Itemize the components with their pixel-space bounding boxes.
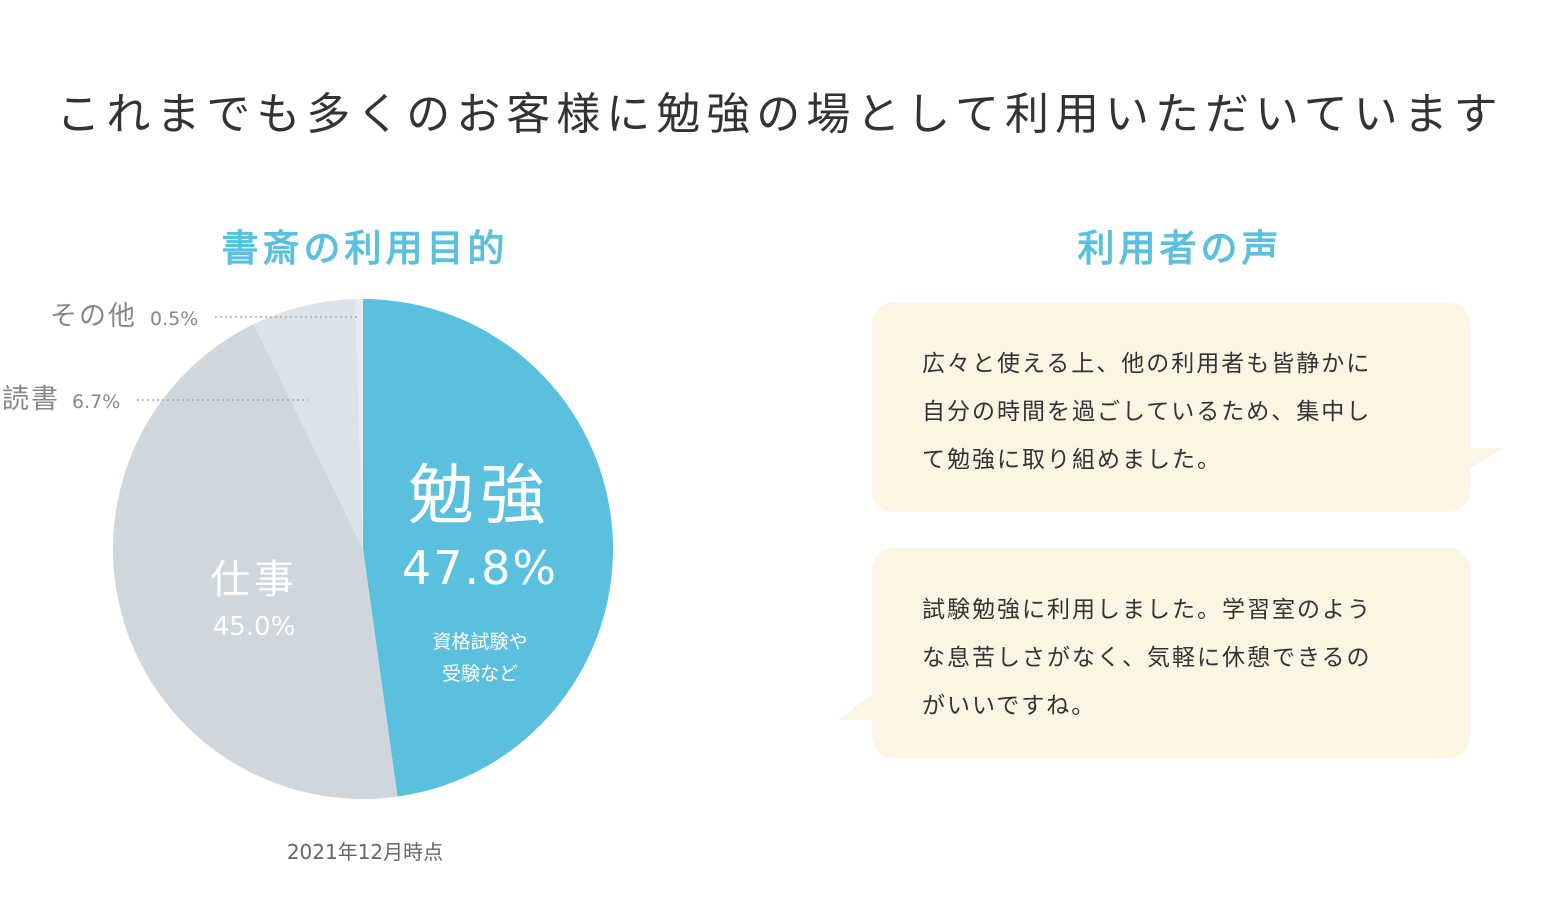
pie-slice-4 [355,298,363,549]
voice-1-line-3: て勉強に取り組めました。 [922,447,1222,473]
voice-1-line-1: 広々と使える上、他の利用者も皆静かに [922,351,1372,377]
voice-text-2: 試験勉強に利用しました。学習室のよう な息苦しさがなく、気軽に休憩できるの がい… [922,586,1422,730]
voice-bubble-2: 試験勉強に利用しました。学習室のよう な息苦しさがなく、気軽に休憩できるの がい… [838,548,1470,758]
slice-value-work: 45.0% [213,612,296,642]
voice-2-line-1: 試験勉強に利用しました。学習室のよう [922,597,1372,623]
voice-2-line-3: がいいですね。 [922,693,1097,719]
chart-note: 2021年12月時点 [286,840,444,864]
bubble-tail-left [838,694,872,720]
slice-value-study: 47.8% [402,541,558,595]
slice-sublabel-study-2: 受験など [442,663,518,685]
pie-slice-3 [253,299,363,549]
voices-title: 利用者の声 [1077,227,1283,270]
pie-slice-1 [363,299,614,797]
voice-1-line-2: 自分の時間を過ごしているため、集中し [922,399,1372,425]
voice-bubble-1: 広々と使える上、他の利用者も皆静かに 自分の時間を過ごしているため、集中し て勉… [872,302,1504,512]
bubble-tail-right [1470,448,1504,468]
slice-sublabel-study-1: 資格試験や [432,631,527,653]
slice-label-other: その他 [50,301,137,332]
slice-label-study: 勉強 [408,457,552,534]
chart-title: 書斎の利用目的 [221,227,509,270]
slice-value-other: 0.5% [150,308,198,330]
voice-2-line-2: な息苦しさがなく、気軽に休憩できるの [922,645,1372,671]
voice-text-1: 広々と使える上、他の利用者も皆静かに 自分の時間を過ごしているため、集中し て勉… [922,340,1422,484]
slice-label-reading: 読書 [2,384,60,415]
slice-label-work: 仕事 [210,557,298,603]
page-title: これまでも多くのお客様に勉強の場として利用いただいています [56,89,1504,140]
slice-value-reading: 6.7% [72,391,120,413]
pie-slice-2 [112,324,398,800]
